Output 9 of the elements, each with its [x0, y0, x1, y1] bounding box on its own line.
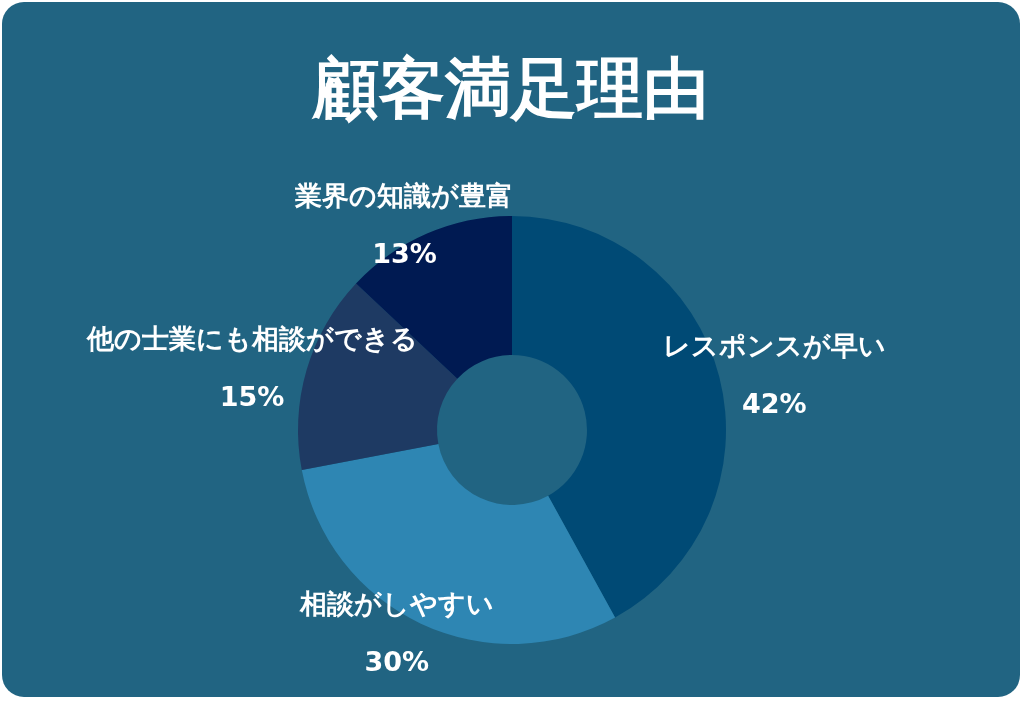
- slice-label: 相談がしやすい: [298, 587, 494, 619]
- slice-label: 業界の知識が豊富: [294, 180, 514, 212]
- data-label: 15%: [219, 381, 285, 413]
- slice-label: 他の士業にも相談ができる: [85, 323, 418, 355]
- slice-label: レスポンスが早い: [662, 329, 886, 361]
- data-label: 30%: [364, 645, 430, 677]
- data-label: 13%: [372, 238, 437, 270]
- chart-title: 顧客満足理由: [311, 49, 709, 127]
- data-label: 42%: [741, 387, 807, 419]
